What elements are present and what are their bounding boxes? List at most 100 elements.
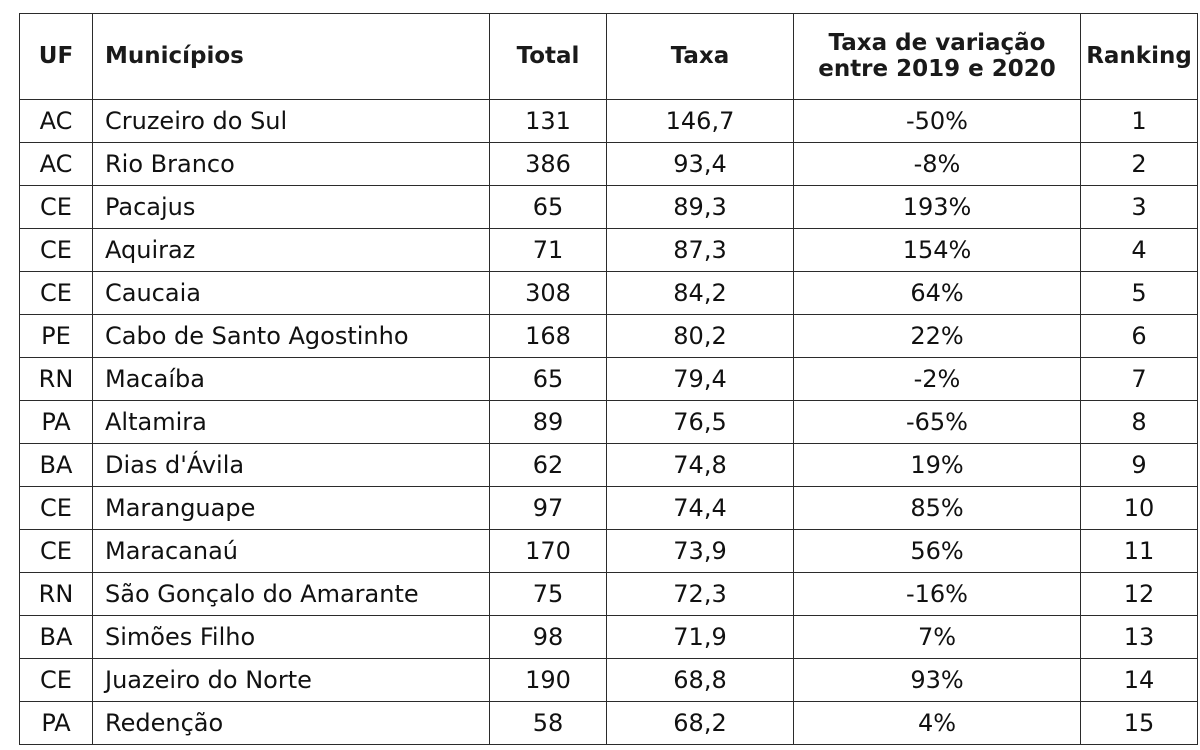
cell-municipio: Altamira [92,400,490,444]
header-row: UF Municípios Total Taxa Taxa de variaçã… [19,13,1198,100]
cell-total: 89 [489,400,607,444]
cell-taxa: 68,2 [606,701,794,745]
table-row: CE Pacajus 65 89,3 193% 3 [19,185,1198,229]
table-header: UF Municípios Total Taxa Taxa de variaçã… [19,13,1198,100]
cell-taxa: 87,3 [606,228,794,272]
table-row: PA Altamira 89 76,5 -65% 8 [19,400,1198,444]
cell-total: 65 [489,357,607,401]
cell-variacao: 19% [793,443,1081,487]
cell-variacao: 22% [793,314,1081,358]
table-row: CE Caucaia 308 84,2 64% 5 [19,271,1198,315]
cell-taxa: 72,3 [606,572,794,616]
cell-variacao: 85% [793,486,1081,530]
cell-municipio: Caucaia [92,271,490,315]
cell-uf: PA [19,701,93,745]
table-row: AC Rio Branco 386 93,4 -8% 2 [19,142,1198,186]
cell-variacao: 7% [793,615,1081,659]
cell-variacao: -50% [793,99,1081,143]
cell-taxa: 146,7 [606,99,794,143]
cell-ranking: 7 [1080,357,1198,401]
cell-variacao: 93% [793,658,1081,702]
cell-taxa: 89,3 [606,185,794,229]
cell-uf: BA [19,615,93,659]
cell-total: 62 [489,443,607,487]
cell-municipio: Cabo de Santo Agostinho [92,314,490,358]
cell-ranking: 10 [1080,486,1198,530]
cell-municipio: Simões Filho [92,615,490,659]
cell-uf: CE [19,271,93,315]
cell-ranking: 11 [1080,529,1198,573]
cell-taxa: 73,9 [606,529,794,573]
cell-taxa: 76,5 [606,400,794,444]
cell-variacao: -8% [793,142,1081,186]
table-row: AC Cruzeiro do Sul 131 146,7 -50% 1 [19,99,1198,143]
table-row: CE Maracanaú 170 73,9 56% 11 [19,529,1198,573]
ranking-table: UF Municípios Total Taxa Taxa de variaçã… [19,13,1198,745]
header-total: Total [489,13,607,100]
header-variacao-line1: Taxa de variação [828,30,1046,57]
cell-taxa: 80,2 [606,314,794,358]
cell-ranking: 5 [1080,271,1198,315]
cell-uf: PA [19,400,93,444]
cell-uf: AC [19,99,93,143]
cell-ranking: 13 [1080,615,1198,659]
cell-variacao: -65% [793,400,1081,444]
cell-variacao: 64% [793,271,1081,315]
cell-uf: BA [19,443,93,487]
cell-total: 190 [489,658,607,702]
header-variacao: Taxa de variação entre 2019 e 2020 [793,13,1081,100]
header-ranking: Ranking [1080,13,1198,100]
cell-municipio: São Gonçalo do Amarante [92,572,490,616]
cell-municipio: Maracanaú [92,529,490,573]
cell-ranking: 4 [1080,228,1198,272]
cell-ranking: 9 [1080,443,1198,487]
cell-municipio: Juazeiro do Norte [92,658,490,702]
cell-variacao: 4% [793,701,1081,745]
cell-municipio: Dias d'Ávila [92,443,490,487]
header-variacao-line2: entre 2019 e 2020 [818,55,1056,82]
cell-ranking: 12 [1080,572,1198,616]
cell-variacao: -2% [793,357,1081,401]
header-uf: UF [19,13,93,100]
cell-total: 170 [489,529,607,573]
table-row: CE Juazeiro do Norte 190 68,8 93% 14 [19,658,1198,702]
cell-variacao: 56% [793,529,1081,573]
cell-uf: PE [19,314,93,358]
cell-total: 168 [489,314,607,358]
table-row: RN São Gonçalo do Amarante 75 72,3 -16% 12 [19,572,1198,616]
cell-municipio: Cruzeiro do Sul [92,99,490,143]
table-row: PA Redenção 58 68,2 4% 15 [19,701,1198,745]
table-row: CE Maranguape 97 74,4 85% 10 [19,486,1198,530]
cell-variacao: -16% [793,572,1081,616]
cell-taxa: 74,4 [606,486,794,530]
cell-ranking: 3 [1080,185,1198,229]
header-taxa: Taxa [606,13,794,100]
cell-taxa: 68,8 [606,658,794,702]
cell-taxa: 74,8 [606,443,794,487]
cell-variacao: 154% [793,228,1081,272]
cell-ranking: 8 [1080,400,1198,444]
cell-municipio: Aquiraz [92,228,490,272]
cell-uf: AC [19,142,93,186]
cell-municipio: Maranguape [92,486,490,530]
cell-ranking: 14 [1080,658,1198,702]
table-row: BA Simões Filho 98 71,9 7% 13 [19,615,1198,659]
table-body: AC Cruzeiro do Sul 131 146,7 -50% 1 AC Rio Bran… [19,99,1198,745]
cell-uf: CE [19,529,93,573]
table-row: BA Dias d'Ávila 62 74,8 19% 9 [19,443,1198,487]
cell-total: 308 [489,271,607,315]
cell-total: 71 [489,228,607,272]
cell-municipio: Pacajus [92,185,490,229]
cell-ranking: 15 [1080,701,1198,745]
table-row: CE Aquiraz 71 87,3 154% 4 [19,228,1198,272]
cell-total: 386 [489,142,607,186]
cell-total: 58 [489,701,607,745]
cell-taxa: 71,9 [606,615,794,659]
cell-uf: RN [19,572,93,616]
cell-total: 75 [489,572,607,616]
cell-municipio: Redenção [92,701,490,745]
cell-taxa: 79,4 [606,357,794,401]
cell-uf: RN [19,357,93,401]
cell-uf: CE [19,486,93,530]
cell-total: 131 [489,99,607,143]
